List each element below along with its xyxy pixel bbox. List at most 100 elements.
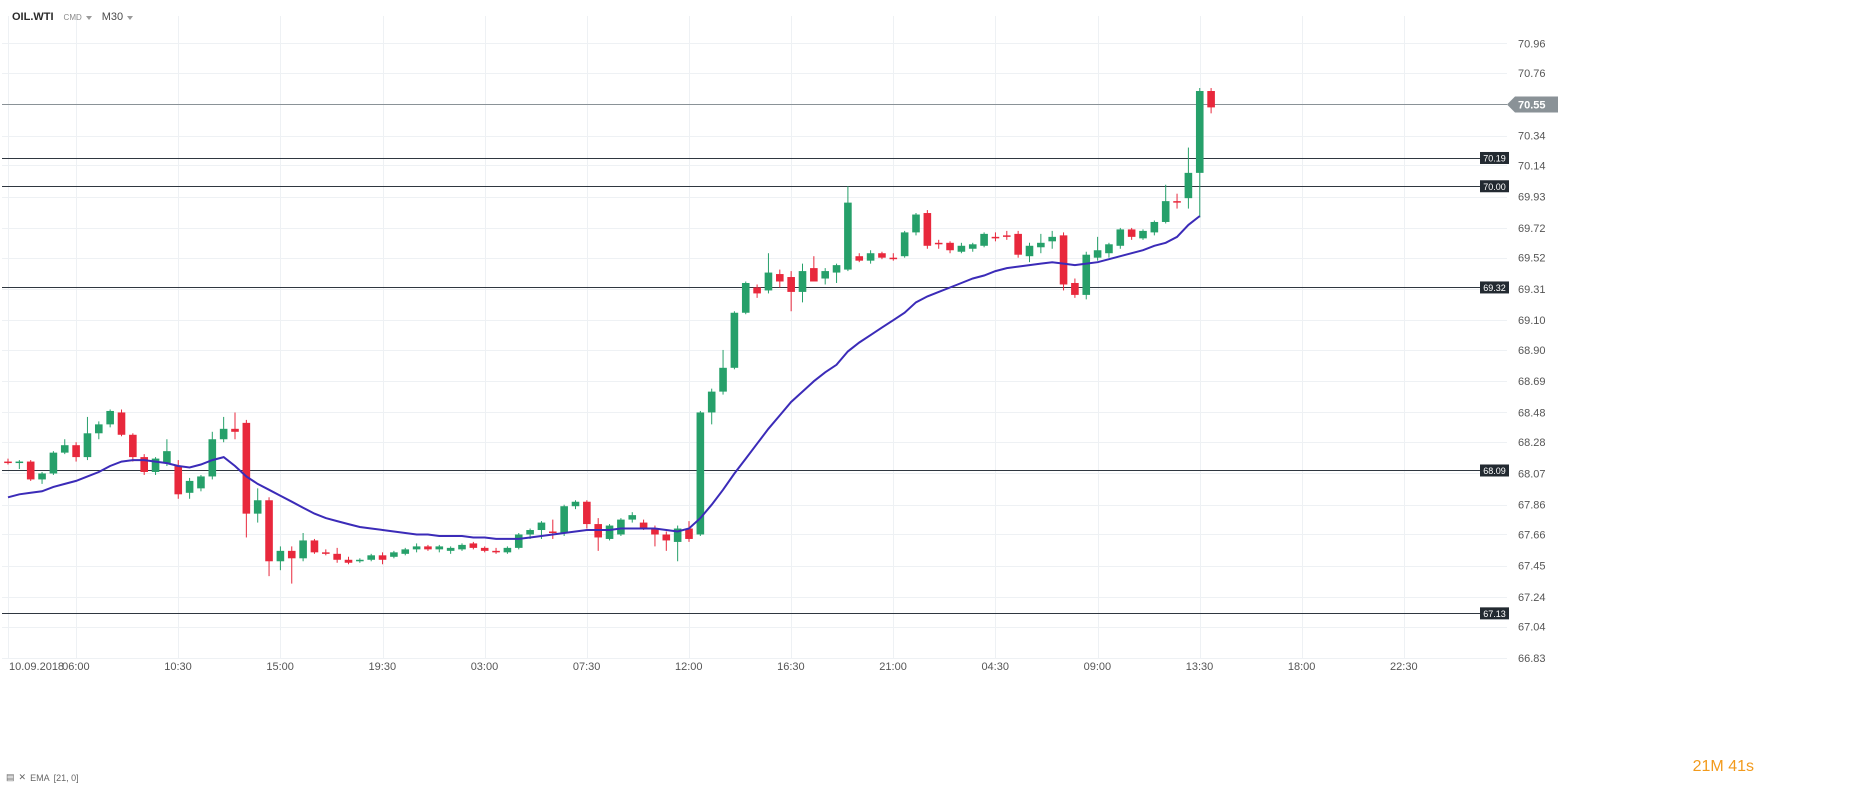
candle [333,547,341,563]
candle [60,439,69,455]
candle-body [696,412,705,535]
candle [1082,251,1091,300]
candle [980,232,988,248]
candle [378,552,387,565]
level-tag-label: 67.13 [1483,609,1506,619]
candle [1139,229,1147,240]
timer-minutes: 21 [1692,758,1711,775]
candle-body [707,391,716,413]
price-axis[interactable]: 70.96 70.76 70.55 70.34 70.14 69.93 69.72 69.52… [1480,38,1558,665]
candle [583,500,591,529]
candle [140,454,148,475]
candle [299,532,307,562]
candle-body [832,265,841,273]
level-price-tag[interactable]: 67.13 [1480,607,1509,620]
level-tag-label: 69.32 [1483,283,1506,293]
candle-body [1082,254,1091,295]
candle-body [208,439,217,477]
candle-body [549,531,557,534]
candle-body [730,312,739,368]
candle-body [1116,229,1125,246]
candle [730,311,739,370]
level-tag-box [1480,180,1509,193]
candle-body [934,242,943,245]
indicator-settings-icon[interactable]: ▤ [6,772,15,782]
candle-body [95,424,103,434]
candle-body [276,550,285,562]
candle [605,524,614,541]
level-price-tag[interactable]: 70.19 [1480,151,1509,164]
candle [231,412,239,440]
level-price-tag[interactable]: 68.09 [1480,464,1509,477]
candle-body [424,546,432,550]
candle [900,230,909,258]
candle [968,242,977,252]
candle-body [1127,229,1136,237]
y-tick-label: 67.45 [1518,561,1546,573]
candle-body [26,461,35,480]
y-tick-label: 70.96 [1518,38,1546,50]
x-tick-label: 19:30 [369,661,397,673]
candle [798,263,807,303]
candle [1014,230,1022,258]
candle [287,546,296,584]
candle-body [719,367,727,392]
candle [753,284,761,298]
candle-body [310,540,319,553]
candle [322,549,330,556]
candle [401,547,410,556]
level-tag-label: 68.09 [1483,466,1506,476]
candle [4,458,12,465]
candle [458,543,466,551]
candle-body [60,445,69,453]
x-tick-label: 21:00 [879,661,907,673]
symbol-label[interactable]: OIL.WTI [12,11,54,23]
indicator-name: EMA [30,772,50,783]
candle-body [514,534,523,548]
candle [1116,227,1125,249]
horizontal-level-lines[interactable] [2,104,1507,614]
candle-body [253,500,262,514]
close-icon[interactable]: ✕ [18,772,27,782]
candle-body [526,530,534,535]
chevron-down-icon[interactable] [127,16,134,20]
candle-body [322,552,330,554]
candle-body [844,202,852,270]
level-tag-label: 70.19 [1483,153,1506,163]
candle-body [991,236,1000,239]
level-price-tag[interactable]: 69.32 [1480,281,1509,294]
y-tick-label: 68.69 [1518,376,1546,388]
candle-body [83,433,92,458]
x-tick-label: 09:00 [1084,661,1112,673]
y-tick-label: 67.04 [1518,622,1546,634]
candle [446,546,455,554]
candle [412,543,421,553]
candle-body [571,501,580,507]
candle-body [957,245,966,252]
level-price-tag[interactable]: 70.00 [1480,180,1509,193]
candle-body [1025,245,1034,257]
candle [15,460,24,470]
candle [810,256,818,282]
chevron-down-icon[interactable] [85,16,92,20]
candle [934,239,943,249]
candle [1003,230,1011,240]
timeframe-selector[interactable]: M30 [101,11,124,23]
candle-body [946,242,954,251]
y-tick-label: 68.28 [1518,437,1546,449]
ema-line [7,215,1201,540]
candle [878,251,886,260]
candle-body [356,559,364,562]
candle [514,532,523,550]
candle [1037,233,1045,254]
candle [208,431,217,480]
x-tick-label: 22:30 [1390,661,1418,673]
candle [117,409,126,437]
candle-body [72,445,80,458]
candle-body [1048,236,1056,242]
candle-body [344,559,353,563]
candle [1184,147,1193,209]
candle-body [242,422,251,514]
